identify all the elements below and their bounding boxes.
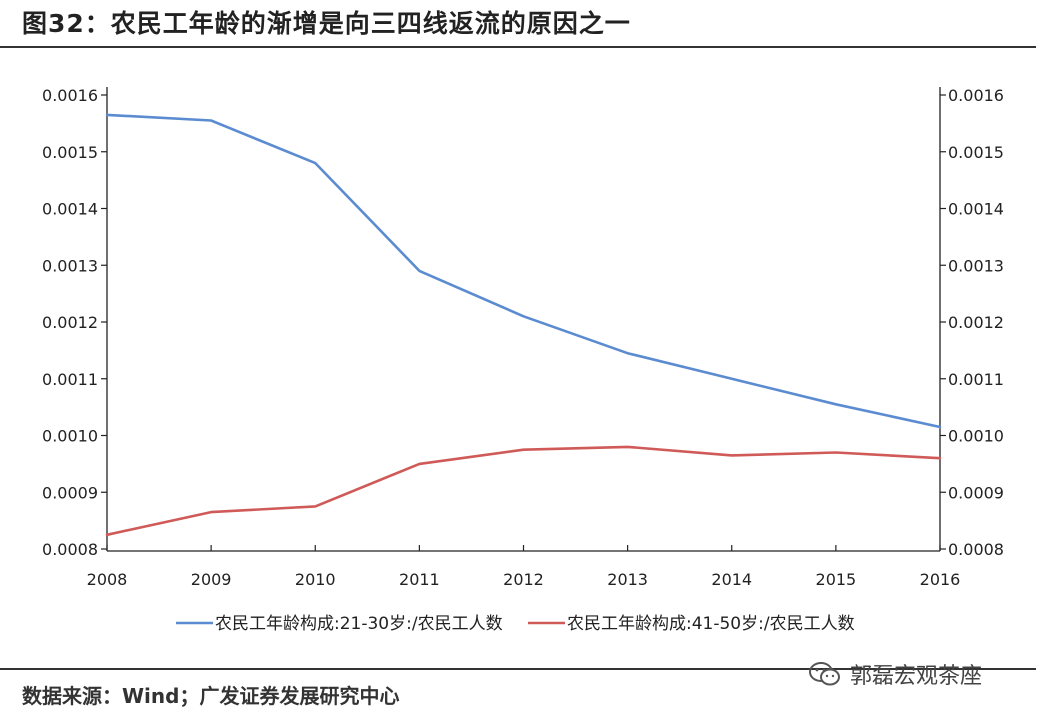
axes [101,87,946,552]
y2-tick-label: 0.0016 [948,86,1004,105]
y2-tick-label: 0.0009 [948,483,1004,502]
y2-tick-label: 0.0008 [948,540,1004,559]
watermark-text: 郭磊宏观茶座 [850,664,983,689]
y-tick-label: 0.0009 [42,483,98,502]
legend-label-2: 农民工年龄构成:41-50岁:/农民工人数 [567,614,855,634]
data-source: 数据来源：Wind；广发证券发展研究中心 [22,684,400,708]
y-tick-label: 0.0010 [42,427,98,446]
legend-label-1: 农民工年龄构成:21-30岁:/农民工人数 [215,614,503,634]
x-tick-label: 2011 [399,570,440,589]
y-tick-label: 0.0015 [42,143,98,162]
x-tick-label: 2009 [191,570,232,589]
y-tick-label: 0.0008 [42,540,98,559]
left-axis-labels: 0.0008 0.0009 0.0010 0.0011 0.0012 0.0013 0.00… [42,86,98,559]
x-tick-label: 2008 [87,570,128,589]
y2-tick-label: 0.0015 [948,143,1004,162]
x-tick-label: 2013 [607,570,648,589]
x-axis-labels: 2008 2009 2010 2011 2012 2013 2014 2015 2016 [87,570,961,589]
y2-tick-label: 0.0012 [948,313,1004,332]
y2-tick-label: 0.0014 [948,200,1004,219]
series-line-2 [105,445,942,537]
x-tick-label: 2010 [295,570,336,589]
x-tick-label: 2016 [920,570,961,589]
legend: 农民工年龄构成:21-30岁:/农民工人数 农民工年龄构成:41-50岁:/农民工… [176,614,855,634]
watermark: 郭磊宏观茶座 [808,656,982,692]
x-tick-label: 2014 [711,570,752,589]
y-tick-label: 0.0013 [42,256,98,275]
series-lines [105,113,942,537]
right-axis-labels: 0.0008 0.0009 0.0010 0.0011 0.0012 0.0013 0.00… [948,86,1004,559]
x-tick-label: 2012 [503,570,544,589]
y2-tick-label: 0.0011 [948,370,1004,389]
series-line-1 [105,113,942,429]
y-tick-label: 0.0011 [42,370,98,389]
y2-tick-label: 0.0013 [948,256,1004,275]
x-tick-label: 2015 [816,570,857,589]
y-tick-label: 0.0012 [42,313,98,332]
y2-tick-label: 0.0010 [948,427,1004,446]
y-tick-label: 0.0016 [42,86,98,105]
figure-title: 图32：农民工年龄的渐增是向三四线返流的原因之一 [22,9,631,38]
wechat-icon [809,662,840,686]
title-rule [0,46,1036,48]
y-tick-label: 0.0014 [42,200,98,219]
footer-rule [0,668,1036,670]
